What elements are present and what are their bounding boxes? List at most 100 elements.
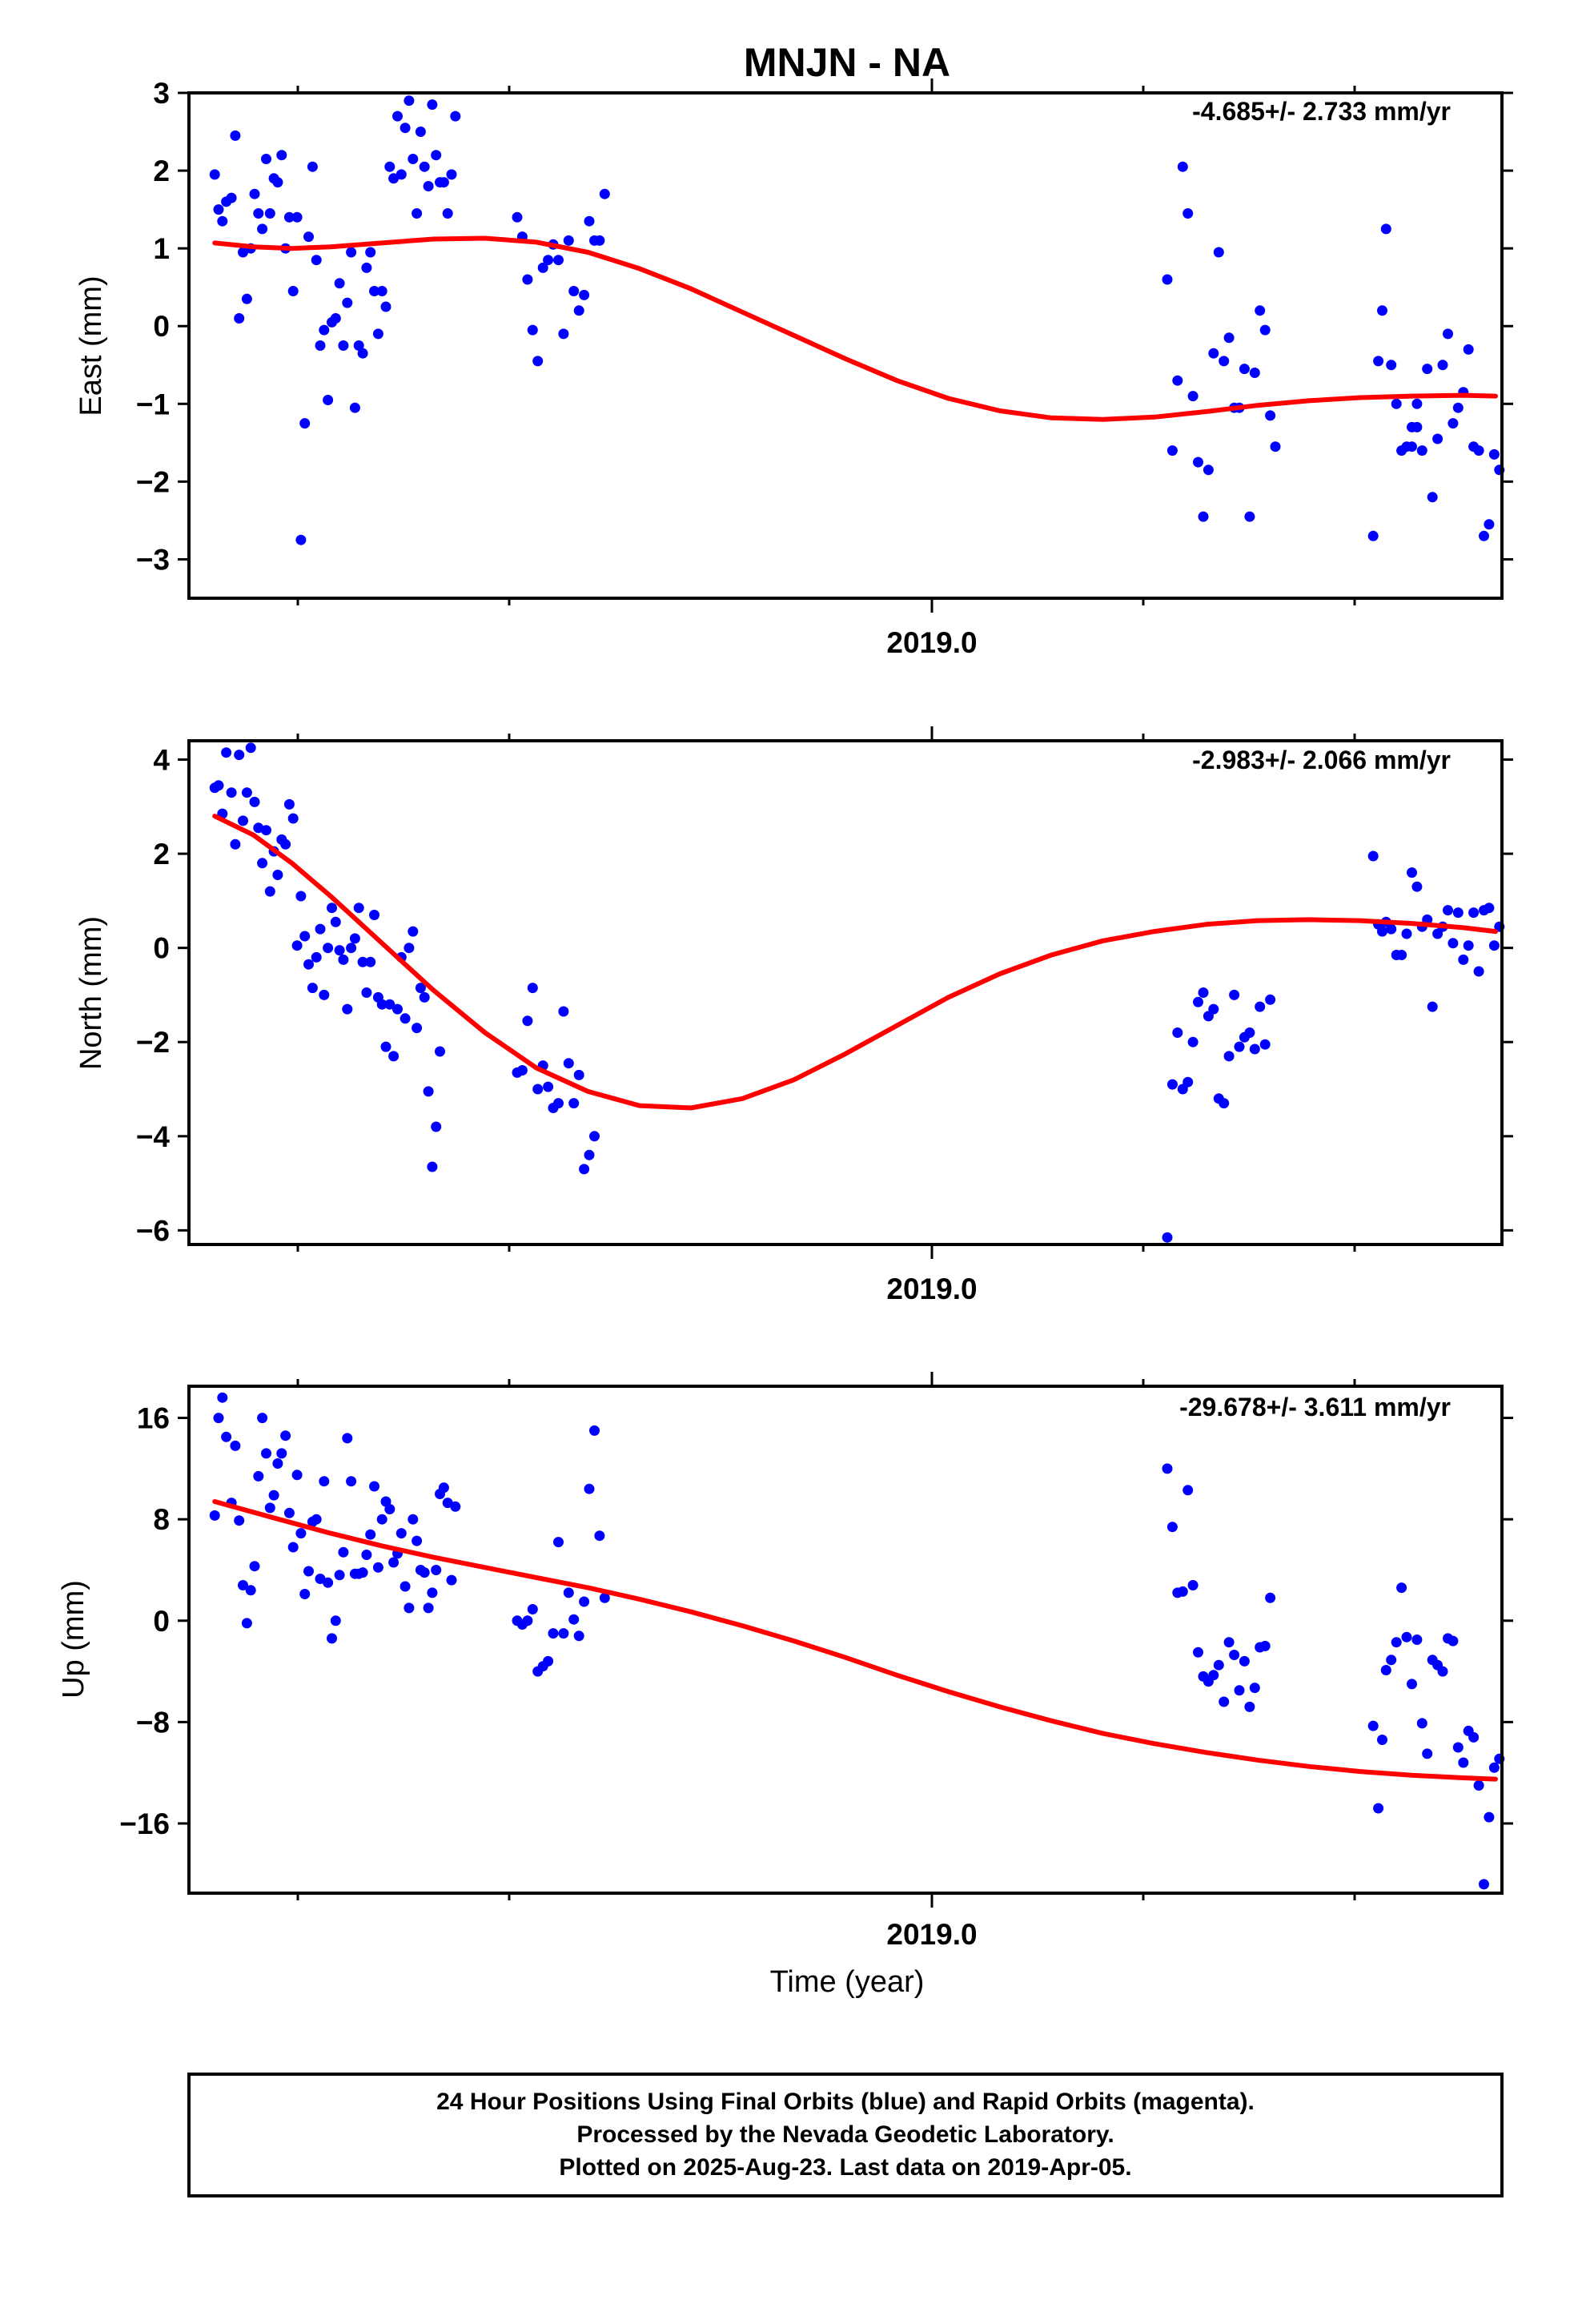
north-data-point bbox=[287, 813, 299, 824]
east-data-point bbox=[1463, 344, 1474, 355]
north-data-point bbox=[238, 815, 248, 826]
east-data-point bbox=[579, 289, 590, 300]
east-data-point bbox=[1407, 441, 1417, 452]
up-data-point bbox=[1401, 1631, 1412, 1642]
up-data-point bbox=[446, 1574, 457, 1586]
up-data-point bbox=[450, 1501, 461, 1512]
up-data-point bbox=[338, 1546, 349, 1558]
up-data-point bbox=[1367, 1720, 1379, 1731]
north-data-point bbox=[1172, 1027, 1183, 1038]
north-data-point bbox=[1443, 905, 1453, 916]
up-data-point bbox=[361, 1550, 372, 1560]
north-data-point bbox=[319, 989, 330, 1000]
north-data-point bbox=[1447, 938, 1459, 949]
north-y-tick-label: −6 bbox=[136, 1214, 170, 1247]
up-data-point bbox=[1182, 1485, 1194, 1496]
east-data-point bbox=[1367, 530, 1379, 541]
east-data-point bbox=[253, 208, 264, 219]
east-y-tick-label: −2 bbox=[136, 465, 170, 498]
east-data-point bbox=[1255, 305, 1266, 316]
up-data-point bbox=[543, 1655, 554, 1667]
up-data-point bbox=[568, 1614, 580, 1625]
up-data-point bbox=[376, 1514, 387, 1525]
north-data-point bbox=[1468, 907, 1480, 919]
up-rate-label: -29.678+/- 3.611 mm/yr bbox=[1179, 1393, 1451, 1421]
up-data-point bbox=[1213, 1659, 1224, 1671]
north-fit-curve bbox=[212, 814, 1498, 1111]
up-data-point bbox=[384, 1504, 396, 1514]
east-data-point bbox=[438, 177, 449, 188]
east-data-point bbox=[568, 286, 580, 296]
north-data-point bbox=[553, 1098, 564, 1109]
east-data-point bbox=[1166, 445, 1178, 456]
north-data-point bbox=[295, 891, 307, 902]
east-data-point bbox=[346, 247, 357, 258]
north-data-point bbox=[412, 1023, 423, 1034]
north-y-tick-label: 0 bbox=[153, 932, 170, 965]
up-data-point bbox=[264, 1502, 275, 1514]
north-data-point bbox=[435, 1046, 445, 1057]
up-data-point bbox=[1187, 1580, 1199, 1590]
north-data-point bbox=[311, 951, 322, 963]
up-data-point bbox=[1411, 1634, 1423, 1645]
up-data-point bbox=[594, 1530, 605, 1542]
up-data-point bbox=[573, 1630, 584, 1642]
up-fit-curve bbox=[212, 1499, 1498, 1782]
north-data-point bbox=[327, 903, 337, 914]
east-data-point bbox=[287, 286, 299, 296]
north-data-point bbox=[1377, 926, 1387, 937]
east-data-point bbox=[408, 154, 419, 164]
north-data-point bbox=[579, 1164, 590, 1175]
east-data-point bbox=[1198, 511, 1209, 522]
north-data-point bbox=[234, 750, 245, 761]
north-data-point bbox=[404, 943, 415, 954]
up-data-point bbox=[372, 1562, 383, 1573]
up-data-point bbox=[315, 1574, 326, 1584]
up-data-point bbox=[323, 1577, 334, 1588]
east-data-point bbox=[1265, 410, 1276, 421]
up-data-point bbox=[209, 1510, 220, 1521]
up-data-point bbox=[283, 1507, 295, 1518]
north-data-point bbox=[1198, 987, 1209, 998]
east-data-point bbox=[415, 127, 426, 137]
north-data-point bbox=[342, 1003, 353, 1015]
north-data-point bbox=[330, 916, 341, 927]
east-data-point bbox=[599, 188, 610, 199]
up-data-point bbox=[334, 1570, 345, 1581]
east-plot-frame bbox=[187, 91, 1504, 600]
east-data-point bbox=[584, 215, 595, 227]
north-data-point bbox=[283, 798, 295, 810]
up-data-point bbox=[1259, 1640, 1271, 1651]
north-data-point bbox=[213, 780, 224, 791]
north-data-point bbox=[291, 940, 303, 951]
east-data-point bbox=[241, 293, 252, 304]
north-data-point bbox=[1166, 1079, 1178, 1090]
east-data-point bbox=[319, 324, 330, 336]
east-data-point bbox=[369, 286, 379, 296]
panel-north: 4 2 0 −2 −4 −6 -2.983+/- 2.066 mm/yr North (m… bbox=[74, 726, 1513, 1305]
up-data-point bbox=[365, 1529, 376, 1540]
up-data-point bbox=[1386, 1655, 1397, 1666]
north-data-point bbox=[349, 933, 360, 944]
east-data-point bbox=[423, 181, 434, 191]
east-data-point bbox=[594, 235, 605, 246]
up-data-point bbox=[272, 1458, 283, 1469]
figure-title: MNJN - NA bbox=[744, 40, 950, 85]
east-data-point bbox=[1437, 360, 1448, 371]
north-data-point bbox=[249, 796, 260, 807]
north-data-point bbox=[245, 742, 256, 754]
east-data-point bbox=[307, 161, 318, 172]
north-data-point bbox=[516, 1065, 528, 1076]
east-data-point bbox=[1473, 445, 1484, 456]
north-data-point bbox=[1367, 850, 1379, 862]
east-data-point bbox=[1391, 398, 1402, 409]
east-data-point bbox=[213, 204, 224, 215]
north-data-point bbox=[334, 945, 345, 956]
north-data-point bbox=[226, 787, 237, 798]
east-data-point bbox=[1203, 464, 1214, 476]
up-data-point bbox=[442, 1498, 453, 1509]
up-data-point bbox=[241, 1618, 252, 1629]
up-data-point bbox=[548, 1628, 559, 1639]
up-data-point bbox=[438, 1482, 449, 1494]
